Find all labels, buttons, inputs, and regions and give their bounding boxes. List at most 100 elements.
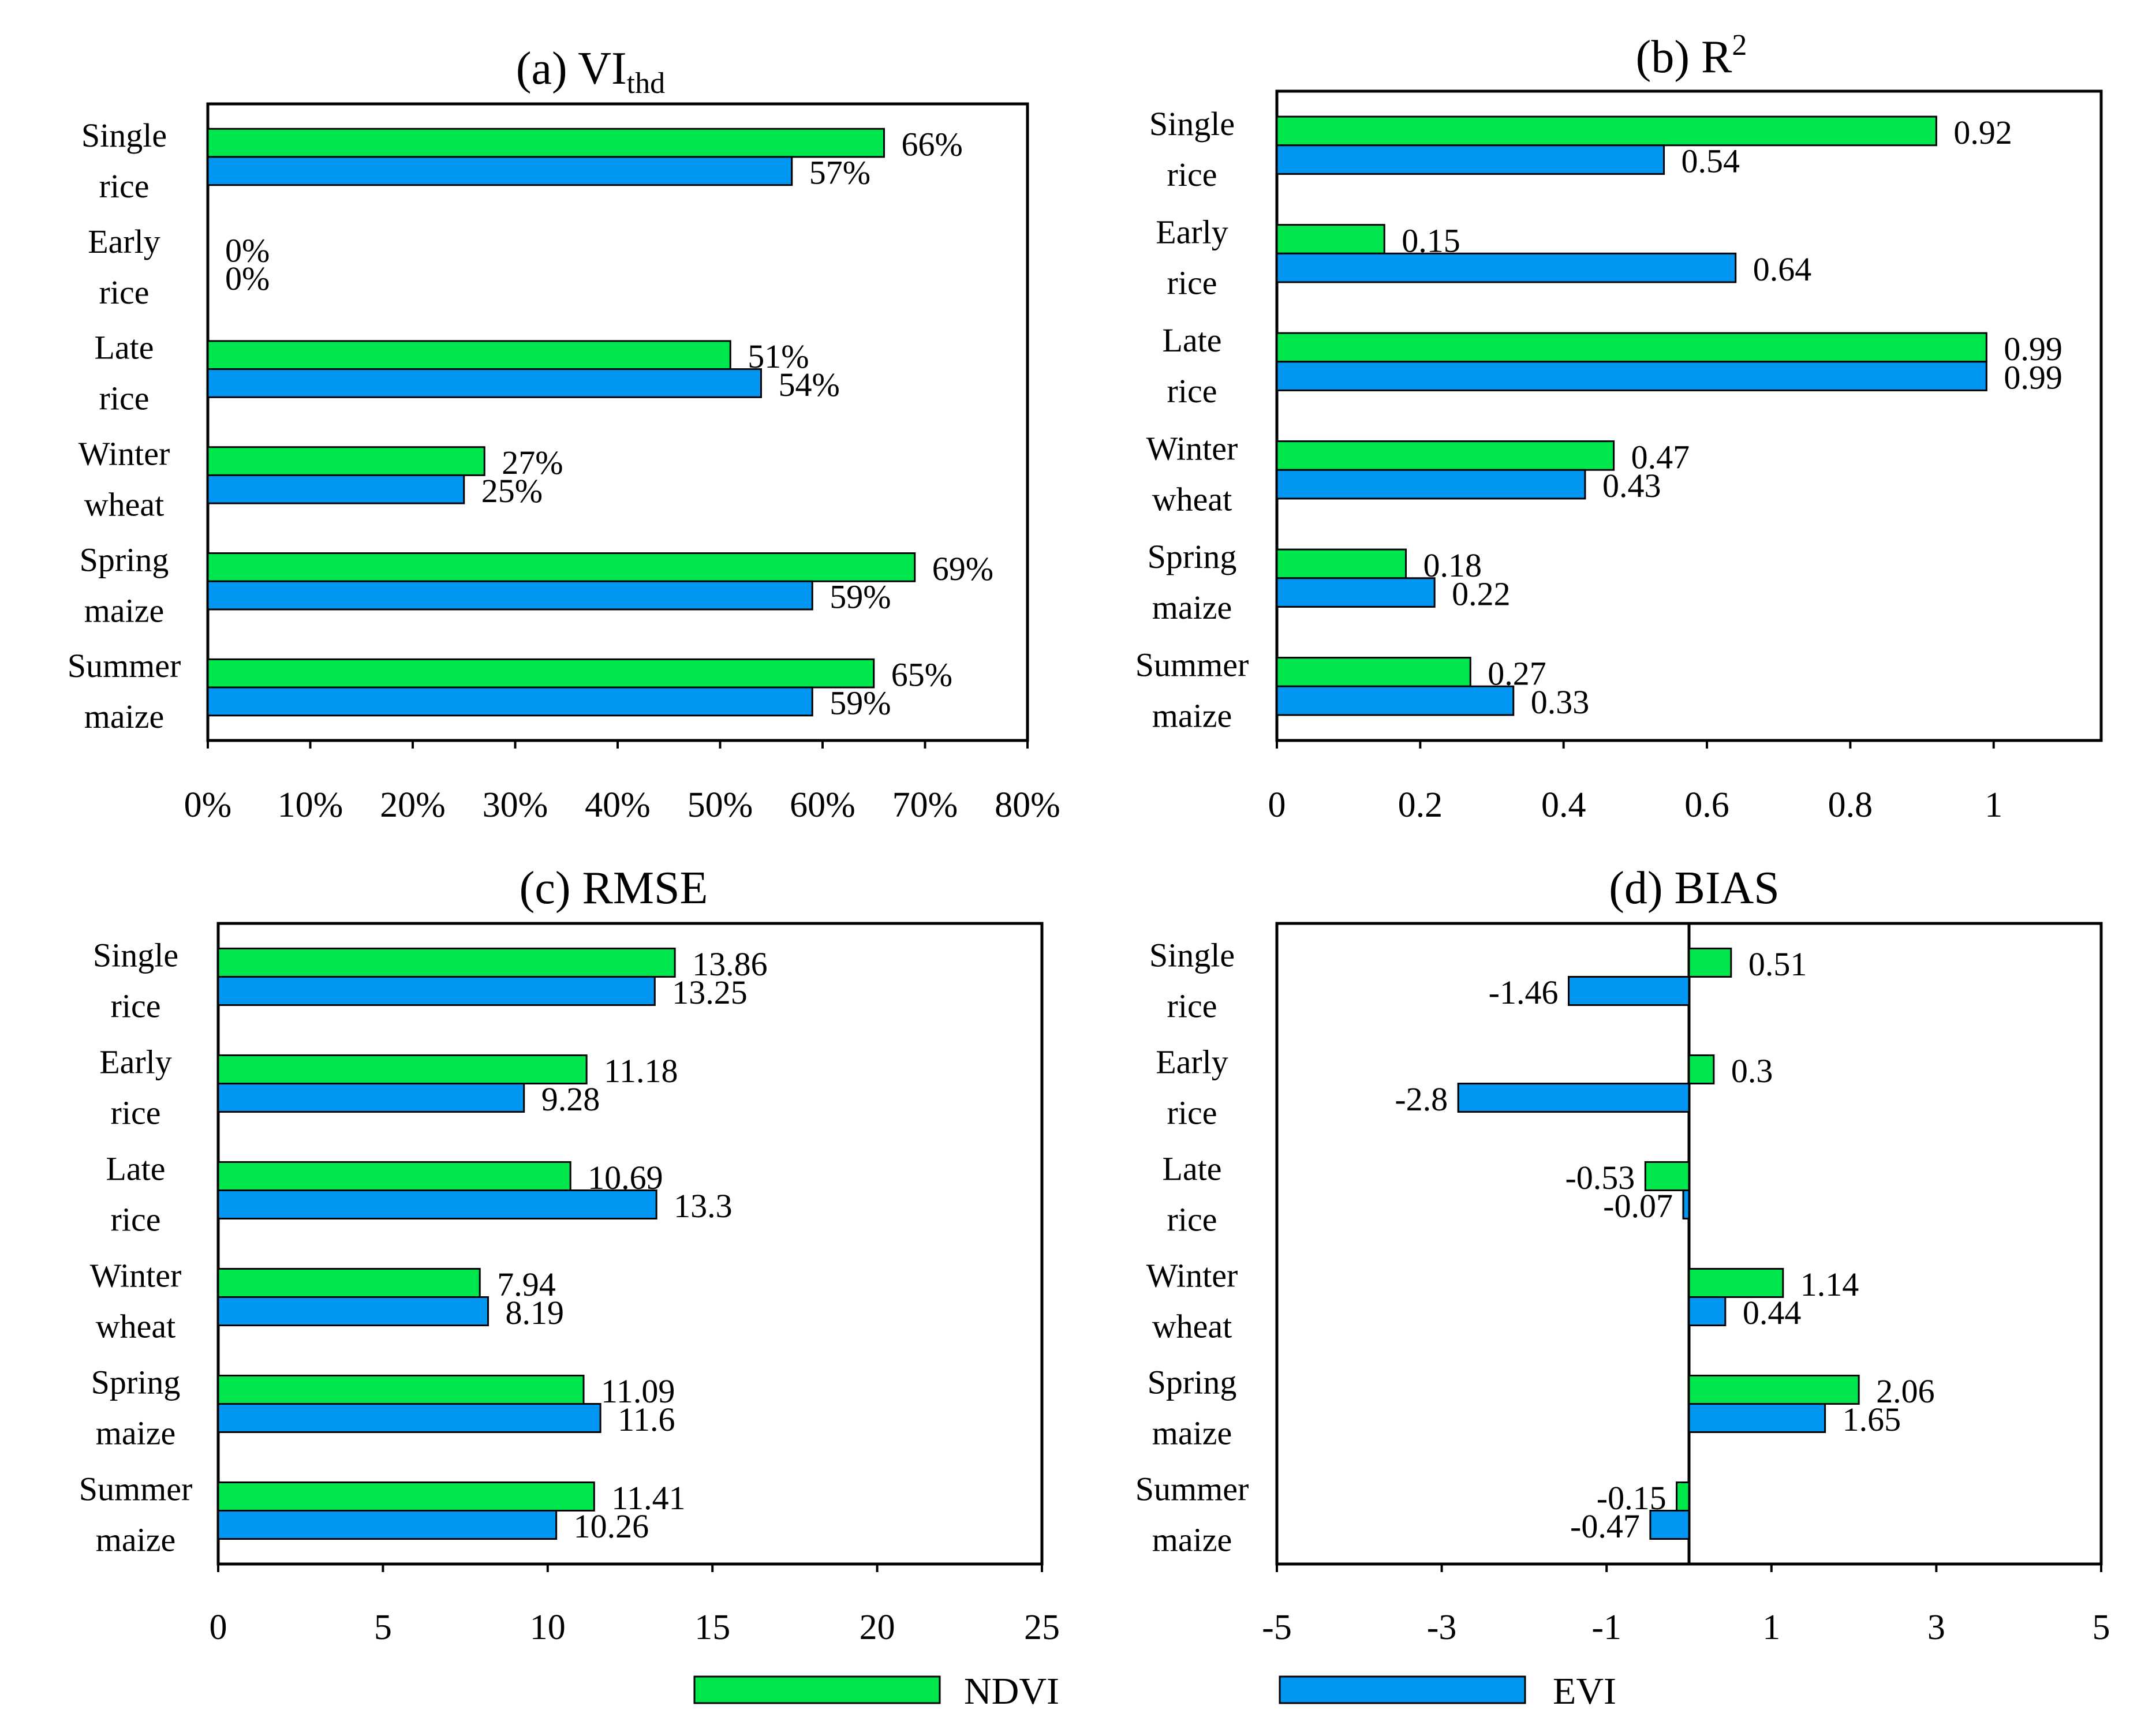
ndvi-value-label: 7.94 xyxy=(497,1266,556,1303)
ndvi-bar xyxy=(1676,1481,1690,1512)
ndvi-bar xyxy=(217,947,676,978)
x-tick-label: -1 xyxy=(1591,1608,1621,1647)
evi-value-label: -0.47 xyxy=(1570,1507,1640,1545)
category-label: maize xyxy=(84,698,164,735)
ndvi-bar xyxy=(207,446,485,476)
evi-value-label: 59% xyxy=(830,578,891,616)
evi-bar xyxy=(217,1510,558,1540)
x-tick-label: -5 xyxy=(1262,1608,1292,1647)
evi-bar xyxy=(1276,361,1987,391)
evi-value-label: 13.25 xyxy=(672,974,748,1011)
x-tick-label: 80% xyxy=(995,785,1060,825)
evi-bar xyxy=(1276,144,1665,175)
category-label: rice xyxy=(1167,372,1217,410)
ndvi-bar xyxy=(1688,1267,1784,1299)
ndvi-bar xyxy=(1276,440,1615,471)
x-tick-label: 20% xyxy=(380,785,446,825)
panel-a-title: (a) VIthd xyxy=(516,43,665,100)
ndvi-value-label: 13.86 xyxy=(692,945,768,983)
panel-b-r2: (b) R2 0 0.2 0.4 0.6 0.8 1 Single rice 0.92 0.54 E… xyxy=(1135,29,2103,825)
x-tick-label: 10% xyxy=(278,785,343,825)
category-label: rice xyxy=(111,1094,161,1132)
x-tick-label: 0.4 xyxy=(1541,785,1586,825)
evi-bar xyxy=(1688,1296,1727,1327)
category-label: rice xyxy=(111,1201,161,1239)
legend-evi-label: EVI xyxy=(1553,1670,1616,1712)
category-label: Summer xyxy=(68,647,181,684)
category-label: Single xyxy=(1149,937,1235,974)
ndvi-bar xyxy=(1688,1374,1860,1405)
ndvi-bar xyxy=(1276,115,1937,147)
ndvi-value-label: -0.53 xyxy=(1565,1159,1635,1196)
category-label: Spring xyxy=(1148,1364,1237,1401)
evi-value-label: 0% xyxy=(225,260,270,297)
panel-a-vithd: (a) VIthd 0% 10% 20% 30% 40% 50% 60% 70% 80% Sing… xyxy=(68,43,1060,825)
evi-bar xyxy=(1276,577,1436,608)
category-label: rice xyxy=(99,167,150,205)
ndvi-value-label: 0.99 xyxy=(2004,330,2062,368)
ndvi-bar xyxy=(207,658,875,689)
ndvi-bar xyxy=(1688,947,1732,978)
x-tick-label: 40% xyxy=(585,785,651,825)
ndvi-value-label: 0.3 xyxy=(1731,1052,1773,1090)
evi-value-label: 0.22 xyxy=(1452,575,1511,613)
category-label: rice xyxy=(1167,156,1217,193)
evi-bar xyxy=(217,1403,601,1434)
category-label: maize xyxy=(1152,1415,1232,1452)
legend: NDVI EVI xyxy=(693,1670,1616,1712)
ndvi-value-label: 11.09 xyxy=(601,1372,675,1410)
evi-value-label: 1.65 xyxy=(1843,1401,1901,1438)
ndvi-bar xyxy=(217,1054,588,1084)
category-label: rice xyxy=(1167,1094,1217,1132)
evi-value-label: 0.99 xyxy=(2004,359,2062,396)
ndvi-value-label: 0.51 xyxy=(1748,945,1807,983)
ndvi-value-label: 66% xyxy=(902,126,963,163)
evi-bar xyxy=(1457,1083,1690,1113)
evi-bar xyxy=(217,1189,657,1220)
x-tick-label: 0.6 xyxy=(1684,785,1729,825)
plot-frame xyxy=(206,102,1029,742)
category-label: Early xyxy=(88,223,160,260)
category-label: Summer xyxy=(1135,1471,1249,1508)
legend-ndvi-swatch xyxy=(693,1675,941,1704)
evi-value-label: 13.3 xyxy=(674,1187,733,1225)
evi-value-label: 0.44 xyxy=(1743,1294,1802,1331)
category-label: wheat xyxy=(1152,480,1232,518)
ndvi-bar xyxy=(207,128,885,158)
ndvi-value-label: 11.18 xyxy=(604,1052,678,1090)
category-label: Winter xyxy=(79,435,170,472)
category-label: Winter xyxy=(1146,1257,1238,1294)
x-tick-label: -3 xyxy=(1427,1608,1457,1647)
category-label: maize xyxy=(1152,697,1232,734)
ndvi-bar xyxy=(217,1161,571,1191)
plot-frame xyxy=(216,922,1044,1566)
legend-ndvi-label: NDVI xyxy=(964,1670,1059,1712)
panel-b-title: (b) R2 xyxy=(1636,29,1747,83)
evi-value-label: 8.19 xyxy=(505,1294,564,1331)
evi-bar xyxy=(1276,685,1515,716)
evi-value-label: -0.07 xyxy=(1603,1187,1673,1225)
category-label: maize xyxy=(84,592,164,629)
category-label: rice xyxy=(1167,264,1217,301)
ndvi-value-label: 65% xyxy=(891,656,952,694)
category-label: Single xyxy=(1149,105,1235,143)
category-label: wheat xyxy=(96,1308,176,1345)
evi-value-label: 0.43 xyxy=(1602,467,1661,504)
plot-frame xyxy=(1275,89,2103,742)
x-tick-label: 10 xyxy=(530,1608,566,1647)
category-label: maize xyxy=(1152,1521,1232,1559)
category-label: Late xyxy=(94,329,154,366)
evi-bar xyxy=(1276,252,1737,283)
evi-bar xyxy=(1649,1510,1690,1540)
x-tick-label: 3 xyxy=(1927,1608,1945,1647)
evi-bar xyxy=(1568,976,1690,1007)
ndvi-value-label: 69% xyxy=(932,550,993,588)
category-label: Early xyxy=(99,1043,172,1081)
evi-value-label: 10.26 xyxy=(574,1507,649,1545)
category-label: Late xyxy=(106,1150,165,1188)
category-label: Late xyxy=(1162,321,1221,359)
evi-value-label: 9.28 xyxy=(541,1080,600,1118)
evi-bar xyxy=(217,1296,489,1327)
evi-bar xyxy=(207,368,762,398)
